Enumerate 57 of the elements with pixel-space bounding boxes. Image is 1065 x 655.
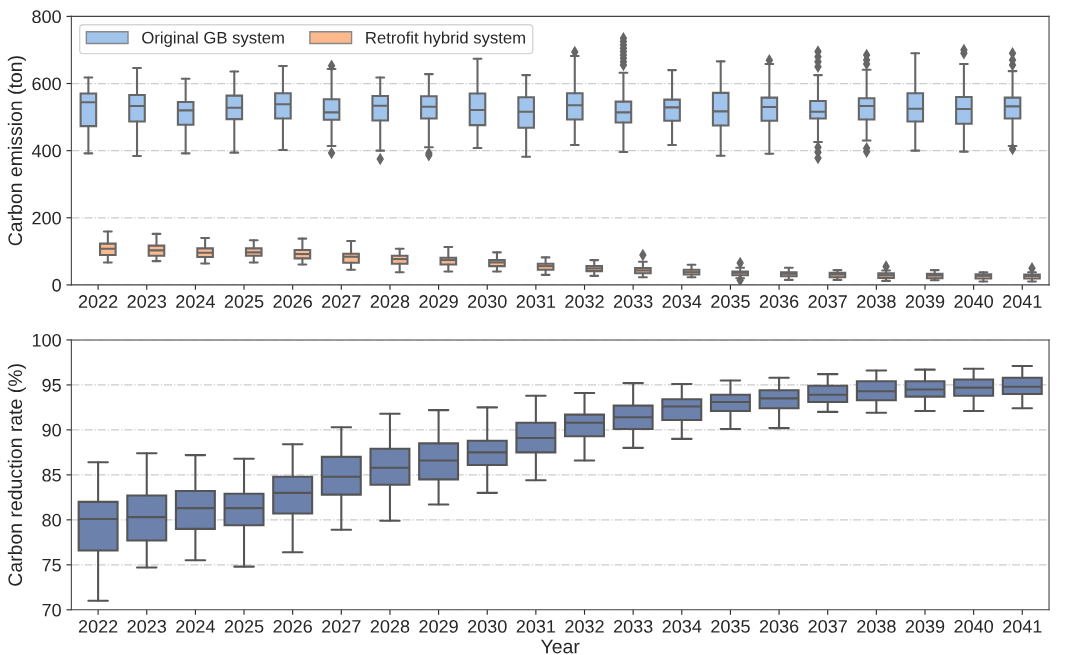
y-tick-label: 70 (42, 603, 61, 617)
x-tick-label: 2035 (711, 295, 750, 308)
x-tick-label: 2036 (759, 620, 799, 633)
x-tick-label: 2039 (905, 295, 945, 308)
x-tick-label: 2023 (127, 295, 167, 308)
x-tick-label: 2026 (273, 295, 312, 308)
x-tick-label: 2023 (127, 620, 167, 633)
x-tick-label: 2037 (808, 295, 847, 308)
x-tick-label: 2024 (176, 295, 215, 308)
x-tick-label: 2025 (224, 295, 264, 308)
x-tick-label: 2028 (370, 295, 410, 308)
x-axis-title: Year (540, 639, 580, 654)
x-tick-label: 2035 (711, 620, 750, 633)
y-tick-label: 95 (42, 378, 61, 392)
x-tick-label: 2031 (516, 295, 556, 308)
x-tick-label: 2028 (370, 620, 410, 633)
x-tick-label: 2032 (565, 620, 604, 633)
y-tick-label: 0 (52, 278, 61, 292)
y-tick-label: 85 (42, 468, 61, 482)
x-tick-label: 2029 (419, 295, 458, 308)
x-tick-label: 2022 (78, 295, 118, 308)
legend-label: Retrofit hybrid system (366, 31, 525, 47)
x-tick-label: 2024 (176, 620, 215, 633)
y-tick-label: 100 (32, 333, 61, 347)
x-tick-label: 2027 (322, 295, 361, 308)
y-tick-label: 400 (31, 144, 61, 158)
x-tick-label: 2040 (954, 620, 994, 633)
y-tick-label: 80 (42, 513, 61, 527)
x-tick-label: 2034 (662, 620, 702, 633)
y-tick-label: 200 (32, 211, 61, 225)
y-tick-label: 75 (42, 558, 61, 572)
x-tick-label: 2025 (224, 620, 264, 633)
x-tick-label: 2029 (419, 620, 458, 633)
x-tick-label: 2039 (905, 620, 945, 633)
legend-label: Original GB system (142, 31, 284, 47)
x-tick-label: 2036 (759, 295, 799, 308)
x-tick-label: 2041 (1003, 620, 1042, 633)
x-tick-label: 2031 (516, 620, 556, 633)
x-tick-label: 2040 (954, 295, 994, 308)
x-tick-label: 2030 (468, 620, 507, 633)
y-axis-title: Carbon reduction rate (%) (7, 364, 26, 586)
y-axis-title: Carbon emission (ton) (7, 56, 26, 246)
x-tick-label: 2026 (273, 620, 312, 633)
x-tick-label: 2038 (857, 295, 896, 308)
y-tick-label: 800 (32, 10, 61, 24)
x-tick-label: 2033 (613, 295, 653, 308)
x-tick-label: 2037 (808, 620, 847, 633)
x-tick-label: 2027 (322, 620, 361, 633)
x-tick-label: 2030 (468, 295, 507, 308)
x-tick-label: 2038 (857, 620, 896, 633)
x-tick-label: 2034 (662, 295, 702, 308)
y-tick-label: 90 (42, 423, 61, 437)
x-tick-label: 2032 (565, 295, 604, 308)
x-tick-label: 2041 (1003, 295, 1042, 308)
x-tick-label: 2022 (78, 620, 118, 633)
y-tick-label: 600 (32, 77, 61, 91)
x-tick-label: 2033 (613, 620, 653, 633)
